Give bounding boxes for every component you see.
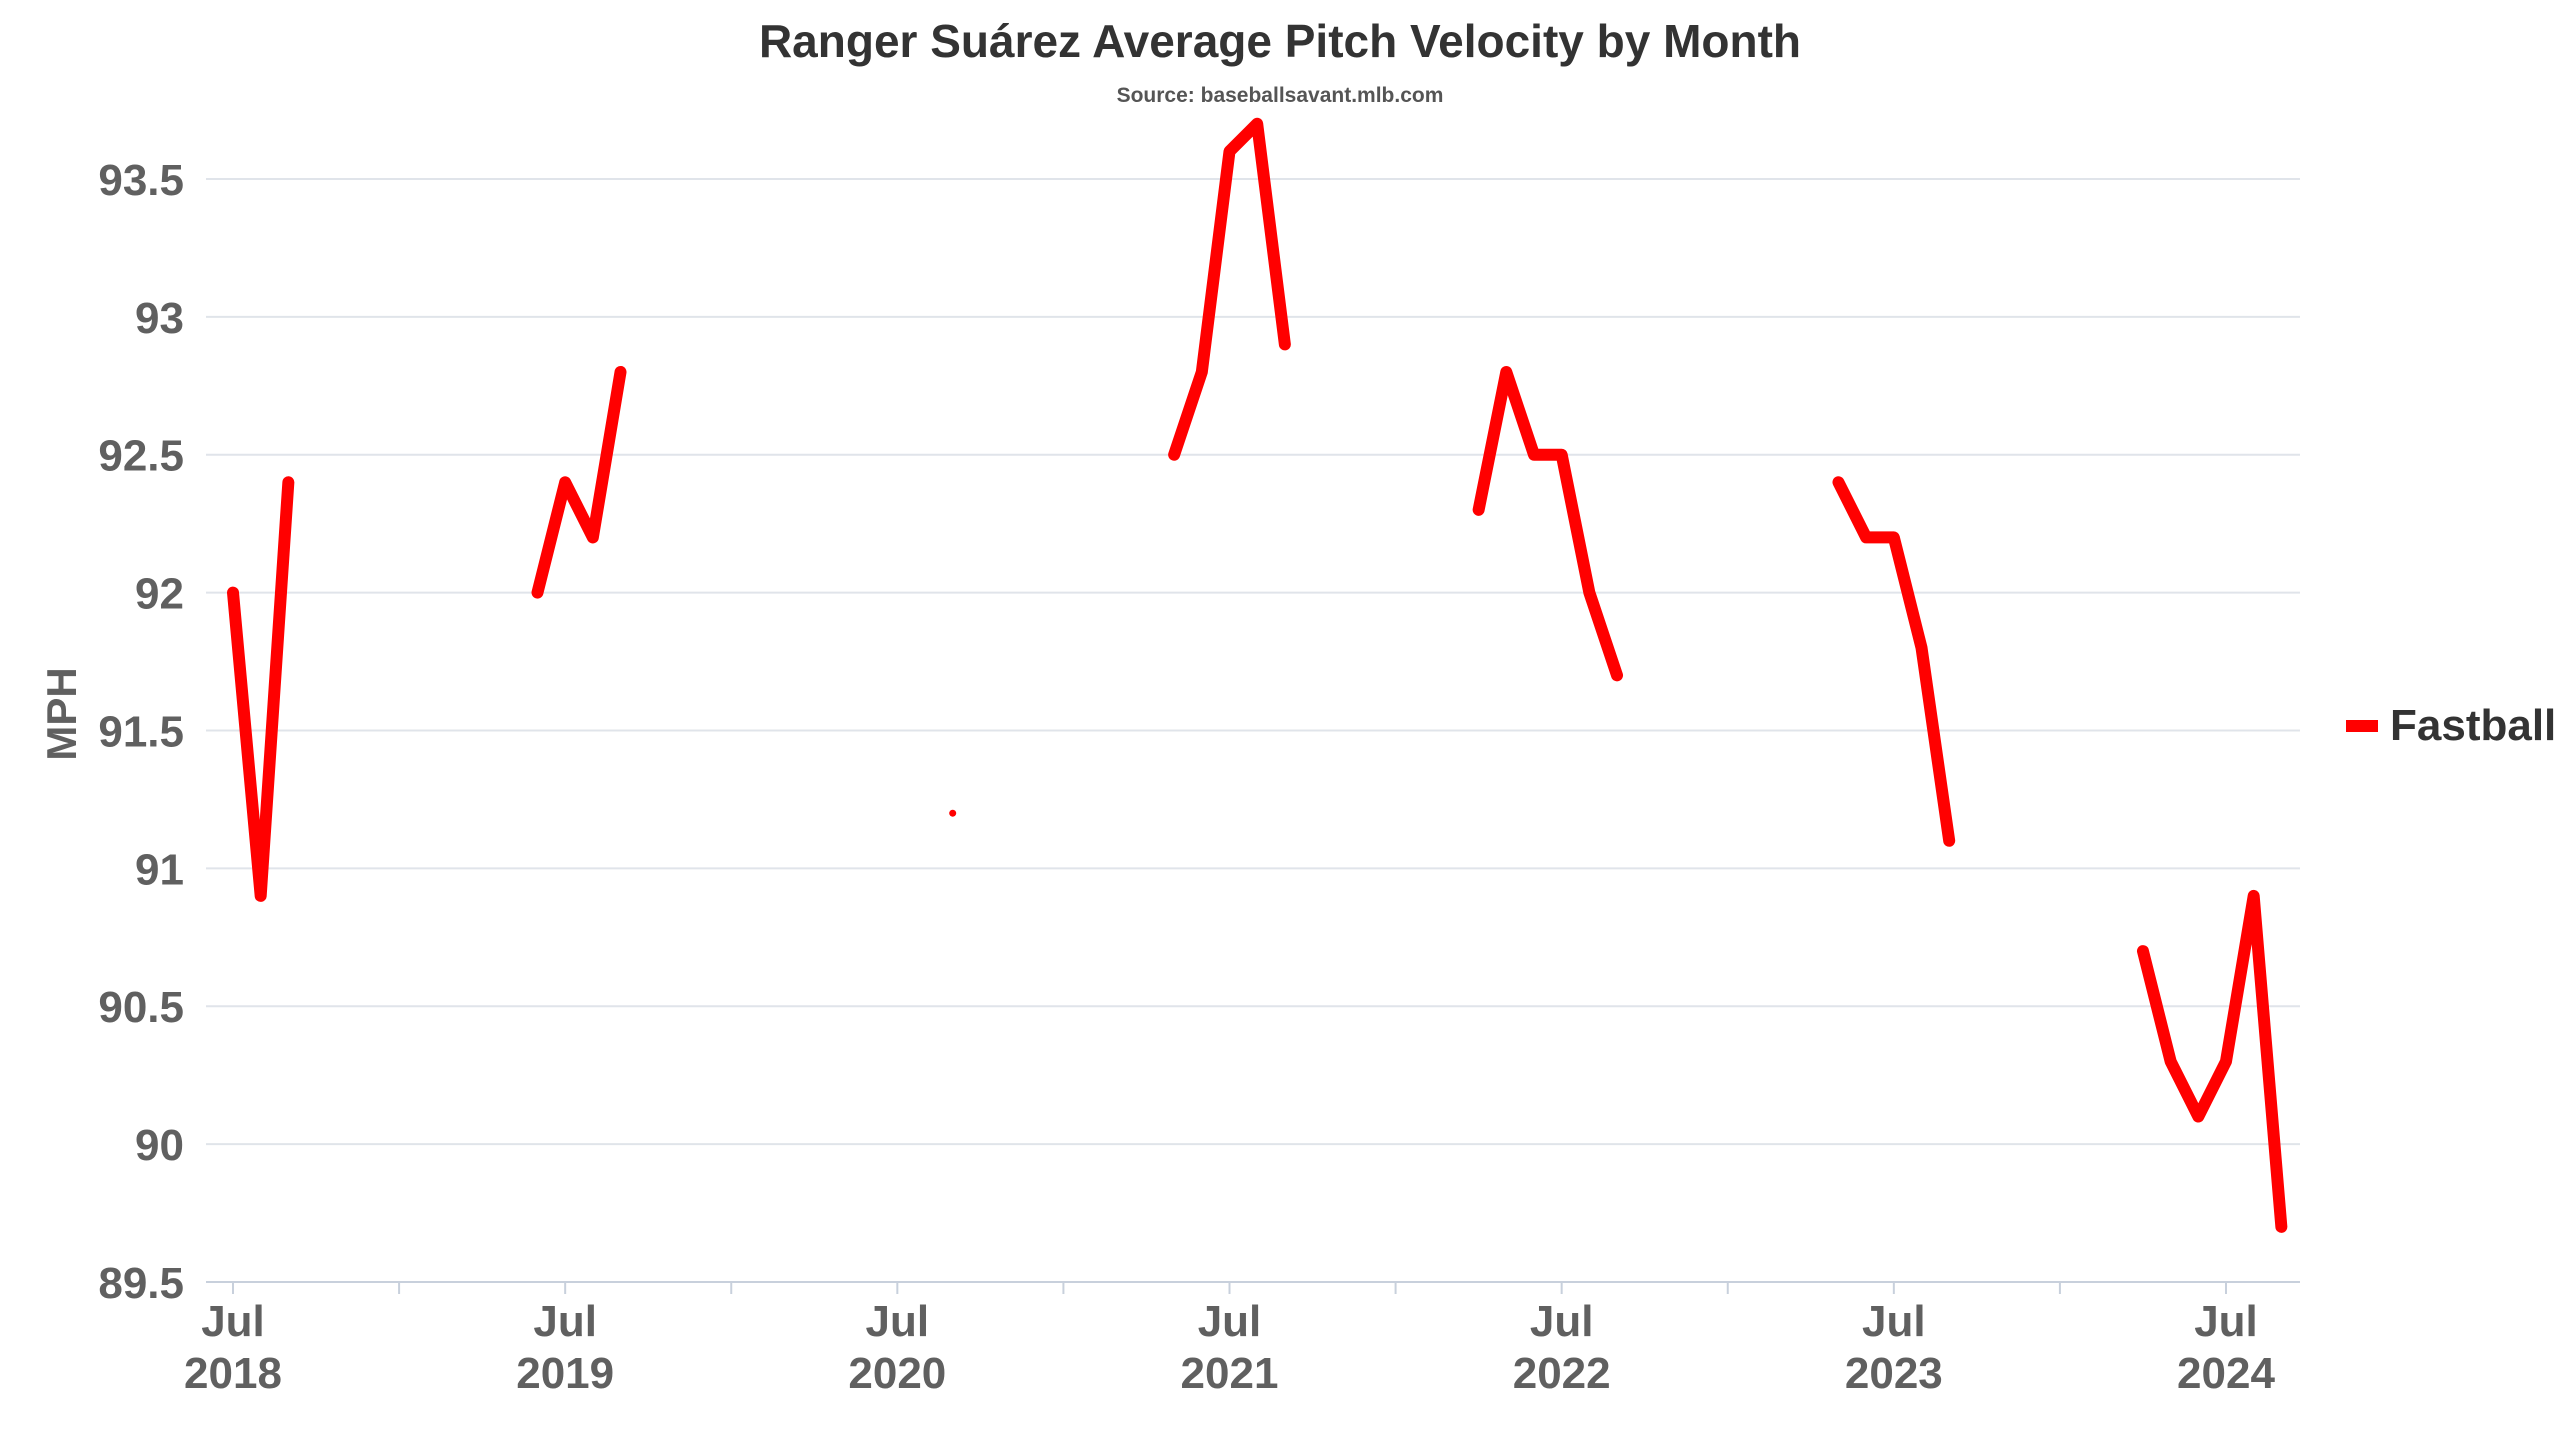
y-tick-label: 90.5 bbox=[98, 983, 184, 1032]
chart-subtitle: Source: baseballsavant.mlb.com bbox=[1116, 84, 1444, 107]
y-tick-label: 93.5 bbox=[98, 156, 184, 205]
series-line-segment bbox=[227, 476, 295, 902]
x-tick-label-month: Jul bbox=[1862, 1297, 1926, 1346]
x-tick-label-month: Jul bbox=[201, 1297, 265, 1346]
gridlines bbox=[206, 177, 2300, 1146]
series-line-segment bbox=[1168, 117, 1291, 461]
x-tick-label-year: 2020 bbox=[848, 1349, 946, 1398]
y-tick-label: 90 bbox=[135, 1121, 184, 1170]
y-tick-label: 92 bbox=[135, 570, 184, 619]
chart-title: Ranger Suárez Average Pitch Velocity by … bbox=[758, 15, 1802, 67]
x-tick-label-year: 2023 bbox=[1845, 1349, 1943, 1398]
x-tick-label-month: Jul bbox=[533, 1297, 597, 1346]
y-tick-label: 93 bbox=[135, 294, 184, 343]
x-tick-label-month: Jul bbox=[2194, 1297, 2258, 1346]
series-line-segment bbox=[2136, 889, 2288, 1233]
x-tick-label-year: 2024 bbox=[2177, 1349, 2275, 1398]
series-lines bbox=[227, 117, 2288, 1233]
y-tick-label: 91.5 bbox=[98, 707, 184, 756]
y-tick-label: 91 bbox=[135, 845, 184, 894]
axes: 89.59090.59191.59292.59393.5Jul2018Jul20… bbox=[98, 156, 2300, 1398]
series-line-segment bbox=[1832, 476, 1956, 847]
x-tick-label-year: 2021 bbox=[1181, 1349, 1279, 1398]
x-tick-label-year: 2022 bbox=[1513, 1349, 1611, 1398]
y-axis-label: MPH bbox=[38, 667, 85, 760]
legend: Fastball bbox=[2346, 701, 2556, 750]
series-line-segment bbox=[1472, 365, 1624, 682]
x-tick-label-year: 2018 bbox=[184, 1349, 282, 1398]
legend-label-fastball: Fastball bbox=[2390, 701, 2556, 750]
x-tick-label-year: 2019 bbox=[516, 1349, 614, 1398]
x-tick-label-month: Jul bbox=[1530, 1297, 1594, 1346]
x-tick-label-month: Jul bbox=[1198, 1297, 1262, 1346]
x-tick-label-month: Jul bbox=[866, 1297, 930, 1346]
data-point bbox=[949, 809, 957, 817]
y-tick-label: 89.5 bbox=[98, 1259, 184, 1308]
y-tick-label: 92.5 bbox=[98, 432, 184, 481]
series-line-segment bbox=[531, 365, 627, 599]
